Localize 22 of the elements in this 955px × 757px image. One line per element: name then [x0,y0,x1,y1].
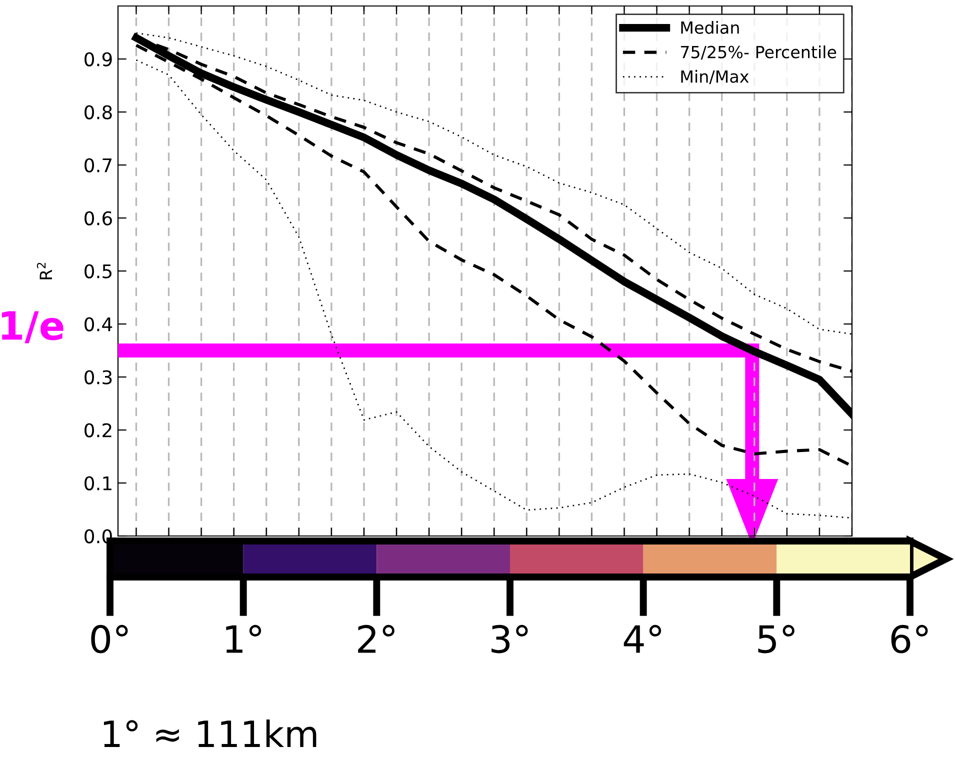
text: 1° ≈ 111km [104,720,316,747]
x-tick-label: 4° [624,624,662,653]
x-tick-label: 2° [358,624,394,653]
y-tick-label: 0.4 [84,317,112,332]
y-tick-label: 0.3 [84,370,112,384]
x-tick-label: 3° [492,624,528,654]
y-tick-label: 0.8 [84,105,112,120]
y-tick-label: 0.6 [84,211,112,226]
ref-line-label: 1/e [2,311,64,344]
y-axis-title: R$^{2}$ [36,262,52,280]
y-tick-label: 0.7 [84,158,112,172]
legend-label: Median [681,21,739,34]
x-tick-label: 1° [226,624,262,653]
x-tick-label: 0° [91,624,128,654]
x-tick-label: 5° [758,624,794,654]
x-tick-label: 6° [891,624,928,654]
y-tick-label: 0.9 [84,52,112,66]
legend-label: 75/25%- Percentile [680,45,836,60]
y-tick-label: 0.5 [84,264,112,278]
y-tick-label: 0.1 [84,476,112,490]
y-tick-label: 0.2 [84,423,112,438]
legend-label: Min/Max [681,70,749,84]
